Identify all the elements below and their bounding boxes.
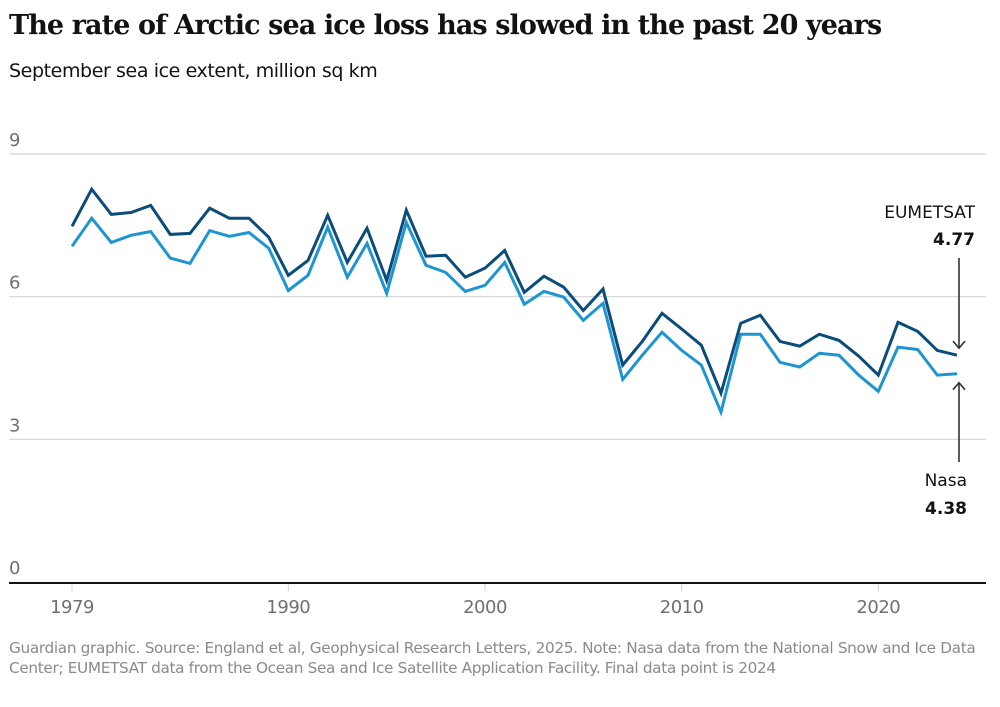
y-tick-label-6: 6: [9, 273, 20, 294]
series-lines: [70, 186, 958, 417]
annotation-arrowhead-eumetsat: [952, 340, 966, 350]
x-tick-label-2020: 2020: [856, 597, 900, 618]
x-tick-label-1979: 1979: [50, 597, 94, 618]
x-tick-label-2000: 2000: [463, 597, 507, 618]
y-tick-label-9: 9: [9, 130, 20, 151]
annotation-value-nasa: 4.38: [925, 499, 967, 519]
chart-title: The rate of Arctic sea ice loss has slow…: [9, 10, 882, 41]
annotations: EUMETSAT 4.77 Nasa 4.38: [884, 203, 975, 519]
x-axis: 1979 1990 2000 2010 2020: [9, 582, 986, 618]
annotation-value-eumetsat: 4.77: [933, 230, 975, 250]
chart-subtitle: September sea ice extent, million sq km: [9, 60, 378, 82]
gridlines: [9, 153, 986, 440]
y-axis-ticks: 0 3 6 9: [9, 130, 20, 579]
x-tick-label-1990: 1990: [266, 597, 310, 618]
x-tick-label-2010: 2010: [660, 597, 704, 618]
y-tick-label-3: 3: [9, 415, 20, 436]
source-note: Guardian graphic. Source: England et al,…: [9, 639, 976, 677]
annotation-arrowhead-nasa: [952, 381, 966, 391]
series-line-eumetsat: [70, 186, 958, 398]
series-line-nasa: [70, 215, 958, 417]
annotation-label-eumetsat: EUMETSAT: [884, 203, 975, 223]
y-tick-label-0: 0: [9, 558, 20, 579]
annotation-label-nasa: Nasa: [925, 471, 967, 491]
